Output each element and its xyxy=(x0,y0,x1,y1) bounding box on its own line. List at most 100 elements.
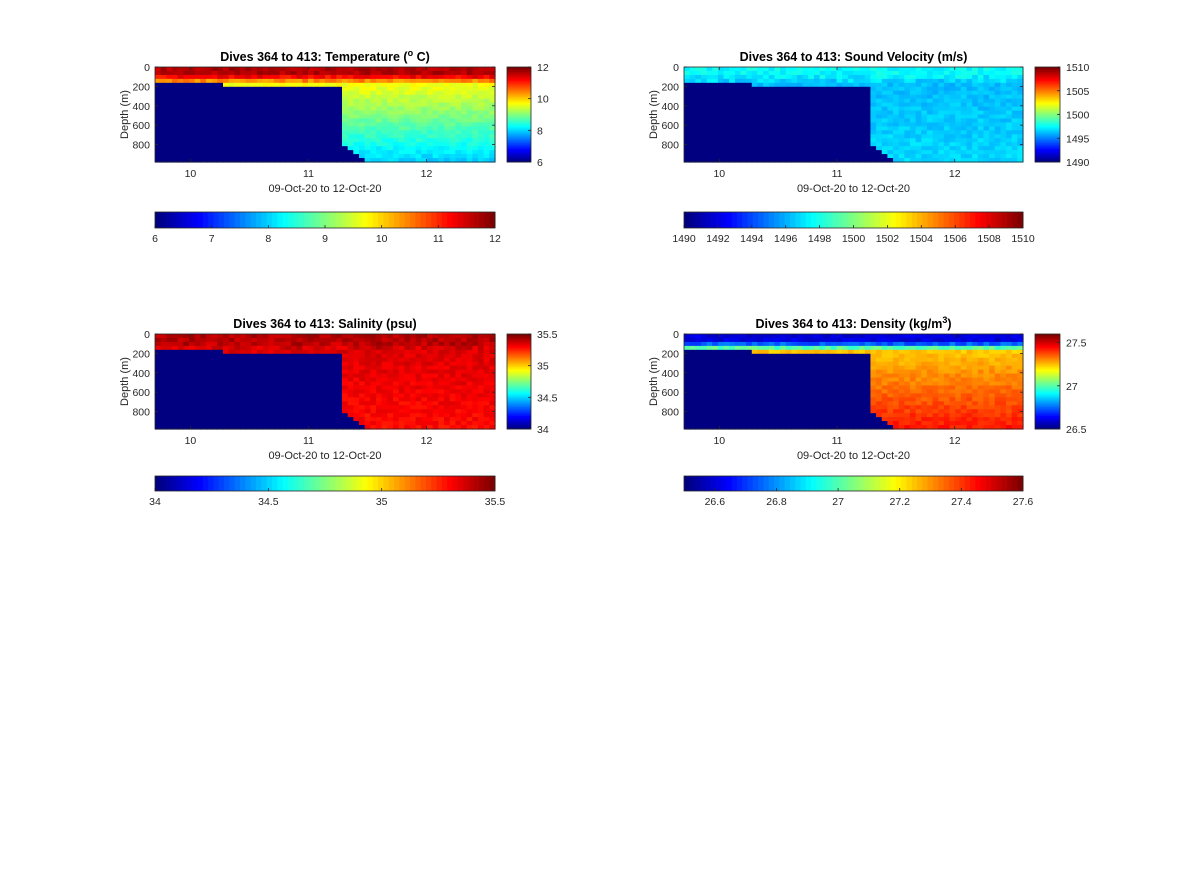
heatmap-cell xyxy=(746,142,753,147)
heatmap-cell xyxy=(847,82,855,88)
heatmap-cell xyxy=(308,138,315,143)
heatmap-cell xyxy=(302,150,309,155)
heatmap-cell xyxy=(438,122,445,127)
heatmap-cell xyxy=(313,146,320,151)
heatmap-cell xyxy=(404,377,411,383)
heatmap-cell xyxy=(240,385,247,391)
heatmap-cell xyxy=(466,150,473,155)
heatmap-cell xyxy=(262,150,269,155)
heatmap-cell xyxy=(1017,102,1024,108)
heatmap-cell xyxy=(172,134,179,139)
heatmap-cell xyxy=(200,345,207,351)
heatmap-cell xyxy=(415,413,422,418)
heatmap-cell xyxy=(404,67,411,72)
heatmap-cell xyxy=(887,122,894,127)
heatmap-cell xyxy=(926,70,934,76)
colorbar-swatch xyxy=(1035,145,1060,148)
heatmap-cell xyxy=(251,150,258,155)
heatmap-cell xyxy=(177,98,184,104)
heatmap-cell xyxy=(177,385,184,391)
heatmap-cell xyxy=(206,401,213,406)
heatmap-cell xyxy=(977,118,985,124)
heatmap-cell xyxy=(427,393,434,398)
heatmap-cell xyxy=(279,114,286,120)
heatmap-density xyxy=(684,334,1024,430)
heatmap-cell xyxy=(398,102,405,108)
heatmap-cell xyxy=(808,142,815,147)
heatmap-cell xyxy=(257,381,264,387)
heatmap-cell xyxy=(444,130,451,135)
heatmap-cell xyxy=(342,417,349,422)
colorbar-swatch xyxy=(507,105,531,108)
heatmap-cell xyxy=(319,417,326,422)
heatmap-cell xyxy=(217,334,224,339)
heatmap-cell xyxy=(870,158,877,163)
heatmap-cell xyxy=(291,90,298,96)
heatmap-cell xyxy=(449,349,456,355)
heatmap-cell xyxy=(279,365,286,371)
heatmap-cell xyxy=(223,397,230,402)
heatmap-cell xyxy=(319,345,326,351)
heatmap-cell xyxy=(472,114,479,120)
heatmap-cell xyxy=(421,385,428,391)
heatmap-cell xyxy=(842,138,849,143)
colorbar-tick-label: 1505 xyxy=(1066,86,1090,98)
heatmap-cell xyxy=(483,365,490,371)
heatmap-cell xyxy=(774,94,781,100)
heatmap-cell xyxy=(228,67,235,72)
heatmap-cell xyxy=(684,98,691,104)
heatmap-cell xyxy=(466,401,473,406)
heatmap-cell xyxy=(308,381,315,387)
heatmap-cell xyxy=(932,102,939,108)
heatmap-cell xyxy=(325,413,332,418)
colorbar-swatch xyxy=(507,391,531,394)
heatmap-cell xyxy=(915,126,922,131)
heatmap-cell xyxy=(421,150,428,155)
heatmap-cell xyxy=(768,126,775,131)
heatmap-cell xyxy=(172,70,179,76)
heatmap-cell xyxy=(240,146,247,151)
heatmap-cell xyxy=(183,357,190,363)
heatmap-cell xyxy=(325,369,332,375)
heatmap-cell xyxy=(421,401,428,406)
heatmap-cell xyxy=(347,397,354,402)
heatmap-cell xyxy=(211,397,218,402)
heatmap-cell xyxy=(887,98,894,104)
heatmap-cell xyxy=(712,142,719,147)
colorbar-swatch xyxy=(507,374,531,377)
colorbar-swatch xyxy=(869,212,876,228)
heatmap-cell xyxy=(262,122,269,127)
heatmap-cell xyxy=(791,102,798,108)
heatmap-cell xyxy=(268,357,275,363)
heatmap-cell xyxy=(211,369,218,375)
heatmap-cell xyxy=(223,74,230,80)
heatmap-cell xyxy=(370,409,377,414)
heatmap-cell xyxy=(1011,126,1018,131)
heatmap-cell xyxy=(155,150,162,155)
heatmap-cell xyxy=(234,130,241,135)
heatmap-cell xyxy=(274,361,281,367)
heatmap-cell xyxy=(427,334,434,339)
heatmap-cell xyxy=(240,154,247,159)
heatmap-cell xyxy=(410,142,417,147)
heatmap-cell xyxy=(695,142,702,147)
heatmap-cell xyxy=(427,86,434,92)
heatmap-cell xyxy=(478,102,485,108)
heatmap-cell xyxy=(410,361,417,367)
heatmap-cell xyxy=(689,389,696,394)
heatmap-cell xyxy=(847,118,855,124)
heatmap-cell xyxy=(830,118,838,124)
heatmap-cell xyxy=(206,377,213,383)
heatmap-cell xyxy=(291,353,298,359)
heatmap-cell xyxy=(684,345,691,351)
heatmap-cell xyxy=(381,389,388,394)
heatmap-cell xyxy=(881,74,888,80)
heatmap-cell xyxy=(376,409,383,414)
heatmap-cell xyxy=(489,369,496,375)
heatmap-cell xyxy=(921,150,928,155)
heatmap-cell xyxy=(904,134,911,139)
heatmap-cell xyxy=(853,110,860,116)
heatmap-cell xyxy=(427,385,434,391)
heatmap-cell xyxy=(734,134,742,139)
heatmap-cell xyxy=(994,74,1001,80)
